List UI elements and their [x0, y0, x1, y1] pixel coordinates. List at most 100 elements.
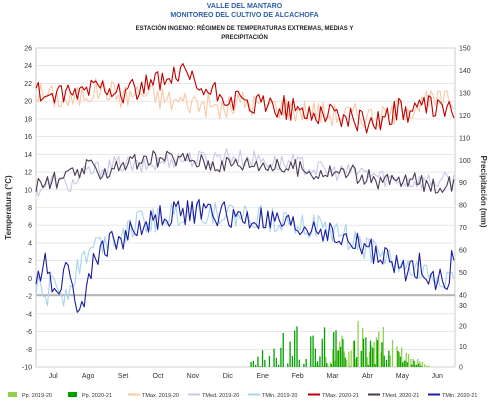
precip-bar — [329, 362, 332, 367]
precip-bar — [378, 331, 380, 367]
y2-tick-label: 30 — [459, 303, 467, 310]
precip-bar — [391, 339, 394, 367]
precip-bar — [407, 354, 410, 367]
precip-bar — [349, 366, 351, 367]
precip-bar — [374, 363, 376, 367]
x-tick-label: Dic — [223, 373, 234, 380]
precip-bar — [419, 361, 421, 367]
legend-label: TMin. 2020-21 — [442, 393, 477, 399]
precip-bar — [420, 365, 422, 367]
precip-bar — [368, 351, 371, 367]
precip-bar — [282, 332, 284, 367]
precip-bar — [332, 348, 334, 367]
precip-bar — [397, 351, 399, 367]
series-line — [35, 201, 455, 307]
precip-bar — [375, 337, 378, 367]
y2-tick-label: 60 — [459, 248, 467, 255]
precip-bar — [350, 350, 352, 367]
precip-bar — [296, 326, 298, 367]
precip-bar — [333, 332, 335, 367]
precip-bar — [264, 359, 266, 367]
y-tick-label: 16 — [24, 134, 32, 141]
precip-bar — [355, 359, 357, 367]
x-tick-label: Set — [118, 373, 129, 380]
y2-tick-label: 80 — [459, 203, 467, 210]
legend-label: TMed. 2019-20 — [202, 393, 239, 399]
precip-bar — [388, 350, 390, 367]
series-line — [35, 63, 455, 134]
precip-bar — [389, 355, 391, 367]
precip-bar — [367, 364, 369, 367]
y-tick-label: 12 — [24, 170, 32, 177]
precip-bar — [373, 341, 375, 367]
series-line — [35, 148, 455, 197]
precip-bar — [424, 364, 426, 367]
precip-bar — [348, 351, 350, 367]
precip-bar — [305, 358, 307, 367]
precip-bar — [366, 357, 368, 367]
precip-bar — [298, 359, 300, 367]
precip-bar — [399, 356, 401, 367]
precip-bar — [353, 340, 356, 367]
precip-bar — [383, 355, 385, 367]
precip-bar — [352, 340, 355, 367]
y-tick-label: -8 — [26, 347, 32, 354]
precip-bar — [413, 360, 415, 367]
precip-bar — [291, 355, 294, 367]
precip-bar — [411, 364, 413, 367]
precip-bar — [376, 340, 378, 367]
precip-bar — [313, 365, 316, 367]
precip-bar — [323, 327, 326, 367]
precip-bar — [322, 365, 325, 367]
legend-swatch — [68, 392, 77, 397]
precip-bar — [401, 347, 403, 367]
precip-bar — [421, 361, 424, 367]
y2-tick-label: 110 — [459, 135, 470, 142]
precip-bar — [316, 363, 318, 367]
y-tick-label: 22 — [24, 81, 32, 88]
precip-bar — [273, 348, 275, 367]
precip-bar — [365, 337, 367, 367]
legend-label: TMin. 2019-20 — [262, 393, 297, 399]
precip-bar — [289, 341, 291, 367]
y-tick-label: 2 — [28, 258, 32, 265]
y-tick-label: 26 — [24, 46, 32, 53]
x-tick-label: Ago — [82, 373, 95, 380]
precip-bar — [303, 363, 305, 367]
y2-axis-title: Precipitación (mm) — [479, 155, 488, 227]
precip-bar — [334, 360, 336, 367]
y-tick-label: 6 — [28, 223, 32, 230]
x-tick-label: Abr — [362, 373, 374, 380]
x-tick-label: Jul — [49, 373, 58, 380]
precip-bar — [357, 320, 359, 367]
x-tick-label: Nov — [187, 373, 200, 380]
precip-bar — [341, 335, 343, 367]
series-line — [35, 150, 455, 194]
legend-label: TMax. 2020-21 — [322, 393, 359, 399]
precip-bar — [406, 362, 408, 367]
chart-subtitle: MONITOREO DEL CULTIVO DE ALCACHOFA — [170, 12, 319, 19]
precip-bar — [343, 351, 345, 367]
precip-bar — [371, 345, 373, 367]
precip-bar — [335, 330, 337, 367]
precip-bar — [356, 357, 358, 367]
chart-title: VALLE DEL MANTARO — [206, 3, 283, 10]
x-tick-label: Mar — [327, 373, 340, 380]
y-tick-label: -10 — [22, 365, 32, 372]
precip-bar — [344, 357, 346, 367]
precip-bar — [316, 361, 319, 367]
y2-tick-label: 40 — [459, 293, 467, 300]
precip-bar — [405, 352, 407, 367]
precip-bar — [280, 347, 282, 367]
y2-tick-label: 20 — [459, 323, 467, 330]
x-tick-label: Feb — [292, 373, 304, 380]
precip-bar — [418, 363, 420, 367]
precip-bar — [321, 338, 323, 367]
y-tick-label: 20 — [24, 99, 32, 106]
precip-bar — [428, 365, 430, 367]
chart-station-line2: PRECIPITACIÓN — [221, 35, 268, 41]
precip-bar — [410, 358, 412, 367]
y-tick-label: 0 — [28, 276, 32, 283]
precip-bar — [403, 361, 405, 367]
